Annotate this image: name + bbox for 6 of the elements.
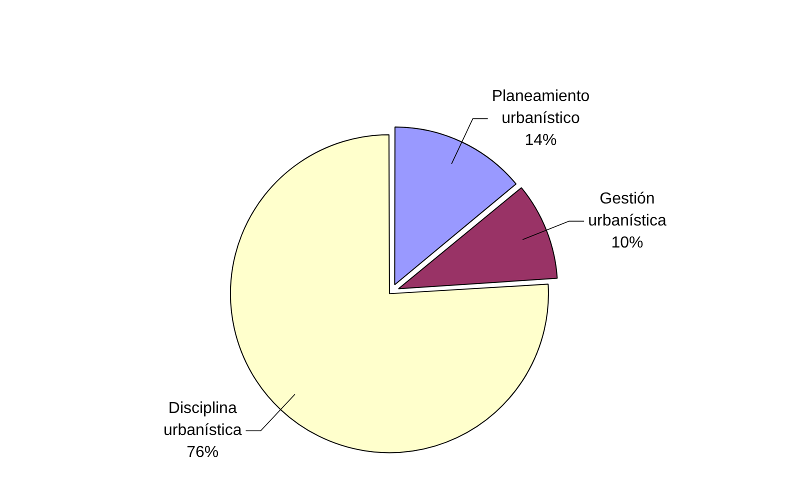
data-label: 76% (186, 444, 219, 462)
slice-label: Disciplina urbanística (163, 400, 242, 440)
data-label: 10% (611, 234, 644, 252)
data-label: 14% (524, 132, 557, 150)
slice-label: Gestión urbanística (588, 190, 666, 230)
slice-label: Planeamiento urbanístico (492, 88, 590, 128)
